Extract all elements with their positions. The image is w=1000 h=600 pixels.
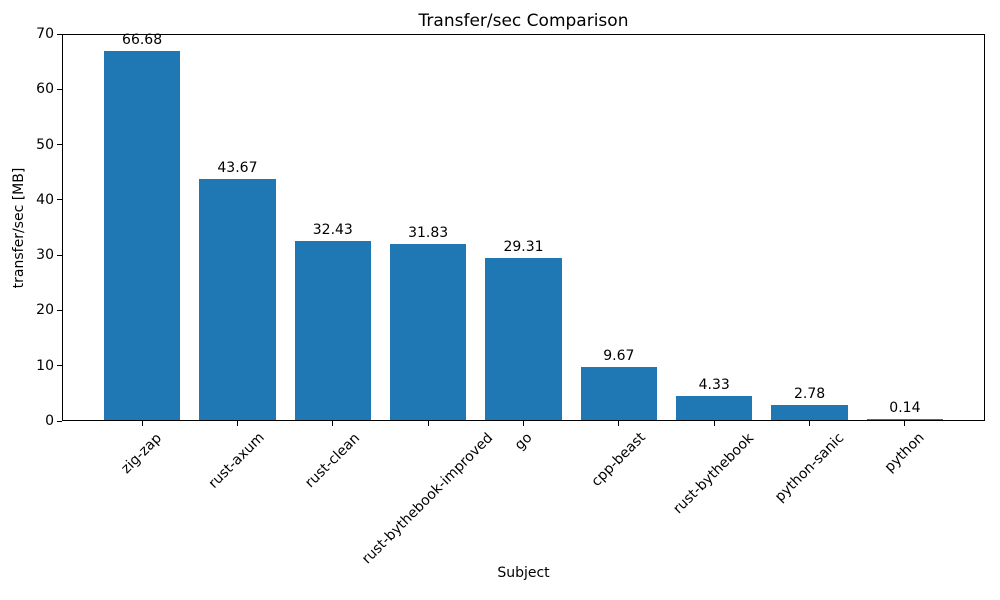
y-tick-mark [57,199,62,201]
bar-value-label: 66.68 [122,32,163,49]
x-tick-mark [809,421,811,426]
bar-value-label: 32.43 [312,221,353,238]
bar [294,240,371,420]
y-tick-mark [57,144,62,146]
x-tick-label: cpp-beast [588,429,649,491]
x-tick-label: python-sanic [771,429,847,506]
y-tick-label: 50 [36,136,54,153]
bar-value-label: 9.67 [603,347,635,364]
x-tick-label: go [511,429,535,454]
y-tick-mark [57,420,62,422]
bar-value-label: 2.78 [793,385,826,402]
bar [485,257,562,420]
x-tick-mark [236,421,238,426]
y-tick-mark [57,88,62,90]
bar [199,178,276,420]
bar [103,51,181,420]
bar [390,244,467,420]
bar-value-label: 29.31 [503,238,544,255]
y-tick-mark [57,254,62,256]
x-tick-mark [713,421,715,426]
x-tick-mark [523,421,524,426]
plot-area: 66.68 43.67 32.43 31.83 29.31 9.67 4.33 2.78 0.1… [62,32,985,421]
x-tick-label: zig-zap [118,429,166,477]
x-tick-mark [427,421,429,426]
x-tick-mark [618,421,620,426]
y-tick-mark [57,365,62,367]
x-tick-label: rust-axum [206,430,269,493]
bar [866,419,944,420]
bar [676,396,753,420]
bar-value-label: 4.33 [698,377,730,394]
x-tick-mark [332,421,334,426]
y-tick-label: 40 [36,191,54,208]
x-tick-mark [904,421,906,426]
y-axis-label: transfer/sec [MB] [11,167,27,289]
x-axis-label: Subject [497,565,550,581]
bar [771,404,848,420]
y-tick-label: 60 [36,81,54,98]
chart-title: Transfer/sec Comparison [418,11,629,31]
y-tick-mark [57,33,62,35]
y-tick-label: 10 [36,357,54,374]
y-tick-mark [57,309,62,311]
x-tick-mark [141,421,143,426]
x-tick-label: rust-bythebook [670,430,758,517]
y-tick-label: 20 [36,302,54,319]
y-tick-label: 0 [45,413,54,429]
bar [580,366,657,420]
x-tick-label: python [881,429,928,476]
x-tick-label: rust-bythebook-improved [359,429,497,568]
bar-value-label: 0.14 [889,400,921,417]
bar-value-label: 43.67 [217,159,258,176]
x-tick-label: rust-clean [301,429,363,491]
y-tick-label: 30 [36,247,54,264]
bar-value-label: 31.83 [408,225,449,242]
y-tick-label: 70 [36,26,54,42]
